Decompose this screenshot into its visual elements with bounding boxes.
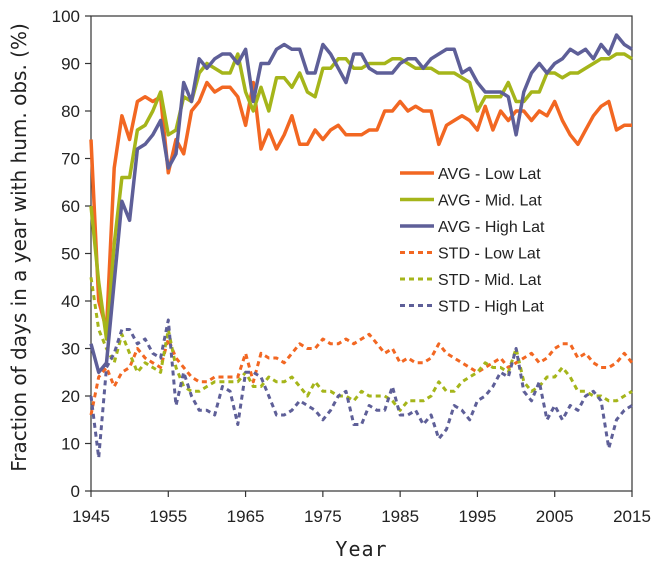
series-line-std-high-lat — [89, 318, 633, 460]
x-tick-label: 1975 — [304, 507, 342, 526]
series-line-std-mid-lat — [89, 277, 633, 412]
y-tick-label: 10 — [61, 435, 80, 454]
y-tick-label: 40 — [61, 292, 80, 311]
legend: AVG - Low Lat AVG - Mid. Lat AVG - High La… — [394, 159, 578, 328]
x-tick-label: 1945 — [72, 507, 110, 526]
y-tick-label: 20 — [61, 387, 80, 406]
legend-label: STD - Mid. Lat — [438, 272, 542, 289]
legend-label: AVG - High Lat — [438, 219, 545, 236]
x-tick-label: 1965 — [227, 507, 265, 526]
y-tick-label: 70 — [61, 150, 80, 169]
x-tick-label: 2005 — [536, 507, 574, 526]
series-line-avg-low-lat — [89, 80, 632, 332]
y-tick-label: 0 — [71, 482, 80, 501]
y-tick-label: 90 — [61, 55, 80, 74]
x-tick-label: 2015 — [613, 507, 651, 526]
series-line-avg-high-lat — [89, 33, 633, 375]
y-tick-label: 50 — [61, 245, 80, 264]
y-tick-label: 60 — [61, 197, 80, 216]
x-axis-title: Year — [335, 537, 387, 561]
legend-label: AVG - Low Lat — [438, 166, 541, 183]
y-tick-label: 80 — [61, 102, 80, 121]
x-tick-label: 1995 — [459, 507, 497, 526]
x-tick-label: 1955 — [149, 507, 187, 526]
series-line-std-low-lat — [89, 332, 634, 416]
y-tick-label: 30 — [61, 340, 80, 359]
x-tick-label: 1985 — [381, 507, 419, 526]
legend-label: AVG - Mid. Lat — [438, 193, 542, 210]
legend-label: STD - High Lat — [438, 299, 544, 316]
y-tick-label: 100 — [52, 7, 80, 26]
legend-label: STD - Low Lat — [438, 246, 541, 263]
y-axis-title: Fraction of days in a year with hum. obs… — [7, 23, 31, 472]
legend-box — [394, 159, 578, 328]
